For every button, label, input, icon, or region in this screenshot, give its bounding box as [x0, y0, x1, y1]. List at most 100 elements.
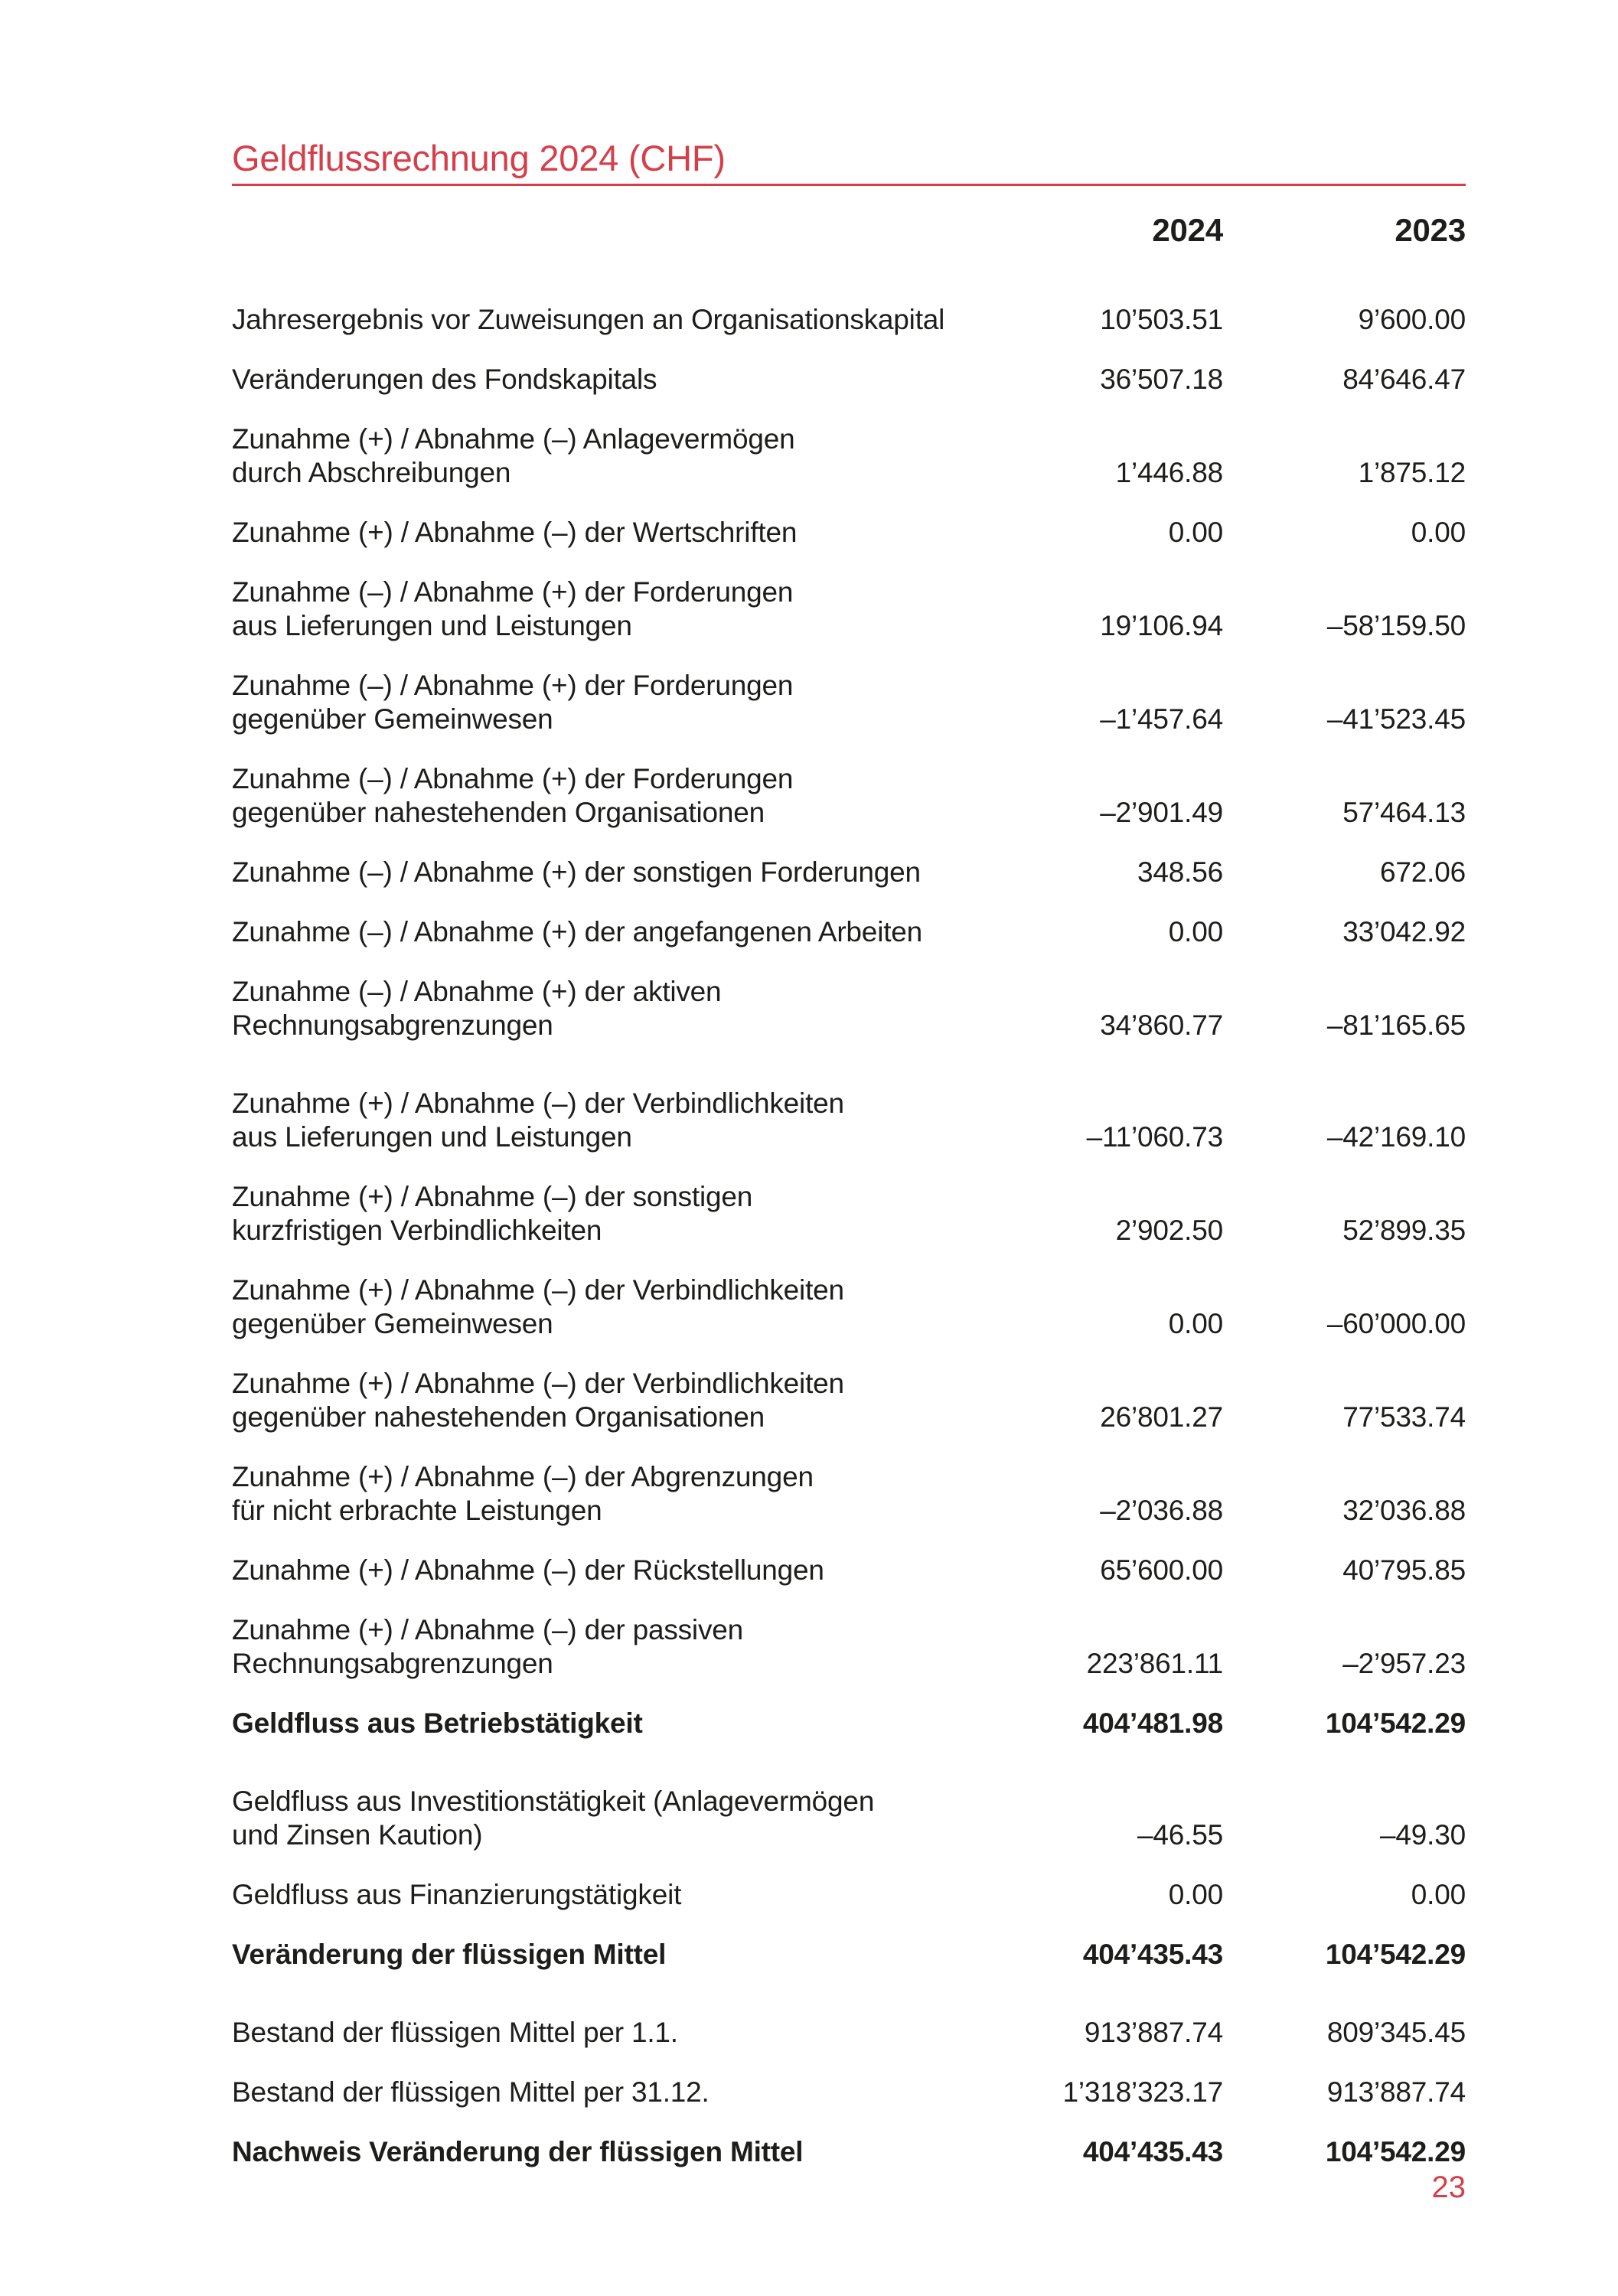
- row-value-2023: –60’000.00: [1326, 1308, 1466, 1339]
- row-value-2024: 913’887.74: [1084, 2017, 1223, 2048]
- row-value-2024: 1’318’323.17: [1062, 2076, 1223, 2108]
- row-value-2024: –46.55: [1137, 1819, 1223, 1851]
- row-value-2024: 348.56: [1137, 856, 1223, 888]
- row-value-2024: 0.00: [1168, 916, 1223, 947]
- row-value-2023: 32’036.88: [1342, 1495, 1466, 1526]
- row-value-2024: –11’060.73: [1086, 1121, 1224, 1153]
- row-value-2024: –2’036.88: [1100, 1495, 1223, 1526]
- row-label: Zunahme (+) / Abnahme (–) der Rückstellu…: [232, 1554, 824, 1586]
- row-value-2023: 84’646.47: [1342, 364, 1466, 395]
- row-value-2023: 913’887.74: [1326, 2076, 1466, 2108]
- row-label: Zunahme (–) / Abnahme (+) der angefangen…: [232, 916, 923, 947]
- row-value-2024: 0.00: [1168, 1308, 1223, 1339]
- row-value-2023: 1’875.12: [1358, 457, 1466, 488]
- table-row: Veränderungen des Fondskapitals 36’507.1…: [232, 363, 1466, 396]
- row-label: Zunahme (–) / Abnahme (+) der Forderunge…: [232, 576, 794, 641]
- row-label: Zunahme (–) / Abnahme (+) der sonstigen …: [232, 856, 921, 888]
- row-value-2023: 104’542.29: [1325, 1707, 1466, 1739]
- row-label: Veränderungen des Fondskapitals: [232, 364, 657, 395]
- table-body: Jahresergebnis vor Zuweisungen an Organi…: [232, 303, 1466, 2195]
- page-number: 23: [1431, 2170, 1466, 2204]
- row-label: Zunahme (+) / Abnahme (–) der Verbindlic…: [232, 1088, 844, 1153]
- table-row: Veränderung der flüssigen Mittel 404’435…: [232, 1938, 1466, 1971]
- row-value-2023: –81’165.65: [1326, 1009, 1466, 1041]
- row-value-2024: 0.00: [1168, 1879, 1223, 1910]
- table-row: Zunahme (–) / Abnahme (+) der Forderunge…: [232, 762, 1466, 830]
- row-label: Geldfluss aus Finanzierungstätigkeit: [232, 1879, 682, 1910]
- row-value-2023: 40’795.85: [1342, 1554, 1466, 1586]
- table-row: Zunahme (+) / Abnahme (–) der Verbindlic…: [232, 1087, 1466, 1154]
- table-row: Zunahme (–) / Abnahme (+) der Forderunge…: [232, 669, 1466, 736]
- content-area: Geldflussrechnung 2024 (CHF) 2024 2023 J…: [232, 138, 1466, 2195]
- row-label: Veränderung der flüssigen Mittel: [232, 1939, 667, 1970]
- title-rule: [232, 184, 1466, 186]
- row-value-2024: 404’435.43: [1082, 2136, 1223, 2167]
- table-row: Zunahme (+) / Abnahme (–) Anlagevermögen…: [232, 422, 1466, 490]
- row-value-2023: –41’523.45: [1326, 703, 1466, 735]
- row-value-2023: 57’464.13: [1342, 797, 1466, 828]
- row-value-2023: 33’042.92: [1342, 916, 1466, 947]
- row-label: Zunahme (–) / Abnahme (+) der Forderunge…: [232, 670, 794, 735]
- row-label: Zunahme (+) / Abnahme (–) der Abgrenzung…: [232, 1461, 814, 1526]
- row-value-2023: 52’899.35: [1342, 1215, 1466, 1246]
- row-label: Jahresergebnis vor Zuweisungen an Organi…: [232, 304, 945, 335]
- row-value-2023: 104’542.29: [1325, 1939, 1466, 1970]
- row-value-2023: –49.30: [1380, 1819, 1466, 1851]
- column-header-2023: 2023: [1395, 212, 1466, 248]
- row-value-2023: –2’957.23: [1342, 1648, 1466, 1679]
- row-value-2024: 0.00: [1168, 517, 1223, 548]
- row-label: Geldfluss aus Betriebstätigkeit: [232, 1707, 643, 1739]
- row-value-2023: 0.00: [1411, 1879, 1466, 1910]
- row-label: Zunahme (+) / Abnahme (–) der Verbindlic…: [232, 1368, 844, 1433]
- table-row: Zunahme (+) / Abnahme (–) der Verbindlic…: [232, 1367, 1466, 1434]
- row-value-2023: 9’600.00: [1358, 304, 1466, 335]
- table-header-row: 2024 2023: [232, 214, 1466, 247]
- page-title: Geldflussrechnung 2024 (CHF): [232, 138, 726, 178]
- table-row: Zunahme (–) / Abnahme (+) der Forderunge…: [232, 576, 1466, 643]
- table-row: Zunahme (+) / Abnahme (–) der Verbindlic…: [232, 1274, 1466, 1341]
- table-row: Geldfluss aus Investitionstätigkeit (Anl…: [232, 1785, 1466, 1852]
- row-value-2023: 672.06: [1380, 856, 1466, 888]
- table-row: Zunahme (–) / Abnahme (+) der sonstigen …: [232, 856, 1466, 889]
- row-label: Zunahme (+) / Abnahme (–) Anlagevermögen…: [232, 423, 795, 488]
- row-value-2024: 404’481.98: [1082, 1707, 1223, 1739]
- table-row: Zunahme (+) / Abnahme (–) der passiven R…: [232, 1613, 1466, 1681]
- row-value-2024: 10’503.51: [1100, 304, 1223, 335]
- table-row: Nachweis Veränderung der flüssigen Mitte…: [232, 2135, 1466, 2169]
- row-value-2024: 223’861.11: [1086, 1648, 1224, 1679]
- table-row: Geldfluss aus Finanzierungstätigkeit 0.0…: [232, 1878, 1466, 1912]
- row-value-2024: –1’457.64: [1100, 703, 1223, 735]
- table-row: Zunahme (+) / Abnahme (–) der sonstigen …: [232, 1180, 1466, 1247]
- table-row: Zunahme (+) / Abnahme (–) der Abgrenzung…: [232, 1460, 1466, 1528]
- row-label: Zunahme (–) / Abnahme (+) der Forderunge…: [232, 763, 794, 828]
- row-value-2024: 19’106.94: [1100, 610, 1223, 641]
- row-value-2023: 0.00: [1411, 517, 1466, 548]
- row-value-2023: –58’159.50: [1326, 610, 1466, 641]
- row-value-2024: 65’600.00: [1100, 1554, 1223, 1586]
- table-row: Geldfluss aus Betriebstätigkeit 404’481.…: [232, 1707, 1466, 1740]
- table-row: Zunahme (+) / Abnahme (–) der Rückstellu…: [232, 1554, 1466, 1587]
- table-header-spacer: [232, 214, 1024, 247]
- row-label: Zunahme (+) / Abnahme (–) der Verbindlic…: [232, 1274, 844, 1339]
- table-row: Bestand der flüssigen Mittel per 31.12. …: [232, 2076, 1466, 2109]
- table-row: Zunahme (–) / Abnahme (+) der aktiven Re…: [232, 975, 1466, 1042]
- row-label: Bestand der flüssigen Mittel per 31.12.: [232, 2076, 710, 2108]
- row-label: Zunahme (+) / Abnahme (–) der Wertschrif…: [232, 517, 798, 548]
- table-row: Jahresergebnis vor Zuweisungen an Organi…: [232, 303, 1466, 337]
- row-label: Zunahme (–) / Abnahme (+) der aktiven Re…: [232, 976, 722, 1041]
- row-value-2024: 2’902.50: [1115, 1215, 1224, 1246]
- row-label: Zunahme (+) / Abnahme (–) der sonstigen …: [232, 1181, 753, 1246]
- row-value-2024: 26’801.27: [1100, 1401, 1223, 1433]
- column-header-2024: 2024: [1152, 212, 1223, 248]
- row-label: Geldfluss aus Investitionstätigkeit (Anl…: [232, 1786, 875, 1851]
- row-value-2023: –42’169.10: [1326, 1121, 1466, 1153]
- row-value-2023: 809’345.45: [1326, 2017, 1466, 2048]
- table-row: Zunahme (–) / Abnahme (+) der angefangen…: [232, 915, 1466, 949]
- row-value-2024: 1’446.88: [1115, 457, 1224, 488]
- row-value-2023: 104’542.29: [1325, 2136, 1466, 2167]
- row-value-2024: 36’507.18: [1100, 364, 1223, 395]
- row-label: Nachweis Veränderung der flüssigen Mitte…: [232, 2136, 804, 2167]
- row-value-2024: –2’901.49: [1100, 797, 1223, 828]
- table-row: Bestand der flüssigen Mittel per 1.1. 91…: [232, 2016, 1466, 2050]
